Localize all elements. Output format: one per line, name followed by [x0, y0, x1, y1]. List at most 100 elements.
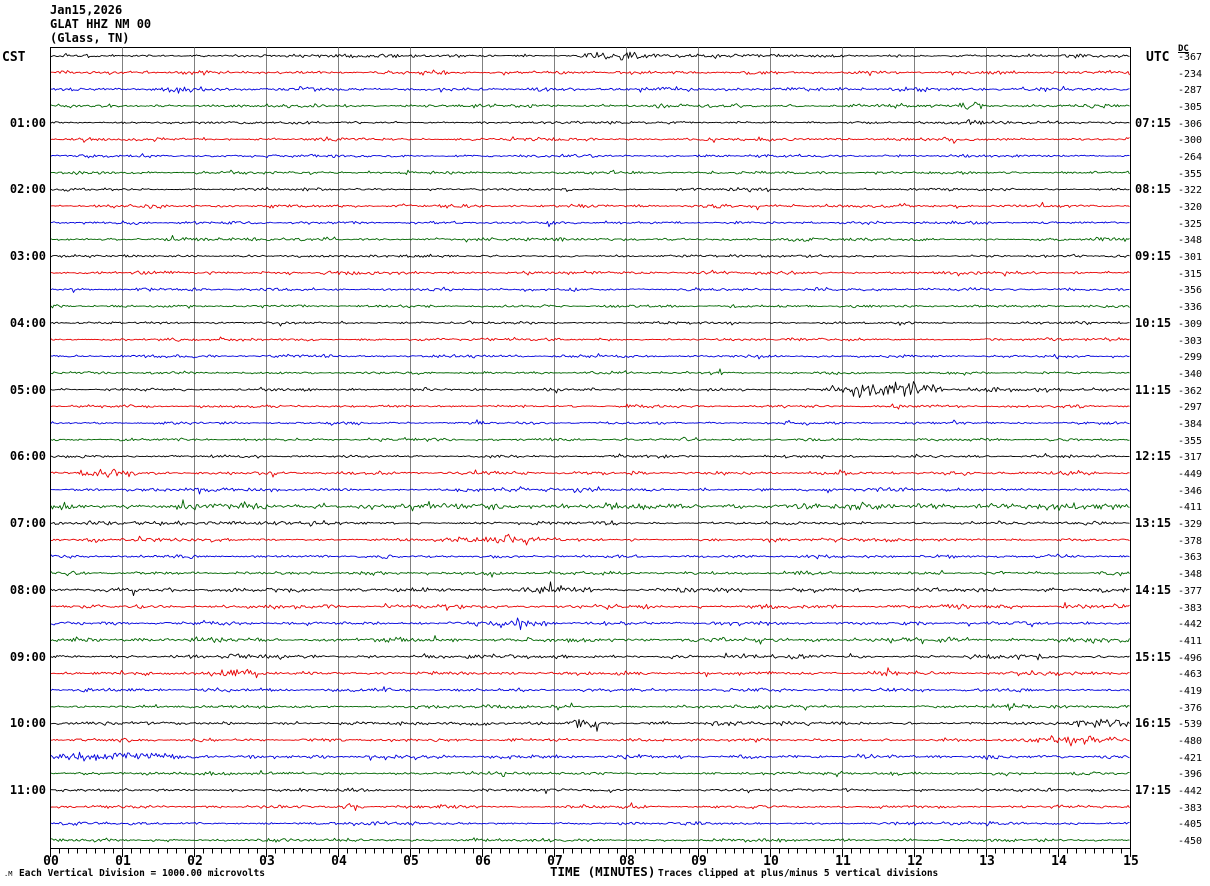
dc-value: -419: [1178, 686, 1203, 697]
dc-value: -315: [1178, 269, 1203, 280]
trace-row: [50, 453, 1130, 459]
trace-row: [50, 718, 1130, 732]
dc-value: -496: [1178, 653, 1203, 664]
header-location: (Glass, TN): [50, 31, 130, 45]
dc-value: -355: [1178, 436, 1203, 447]
trace-row: [50, 201, 1130, 211]
cst-hour-label: 08:00: [9, 583, 46, 597]
x-tick-label: 09: [691, 854, 707, 869]
dc-value: -306: [1178, 119, 1203, 130]
cst-hour-label: 05:00: [9, 383, 46, 397]
utc-hour-label: 09:15: [1135, 249, 1172, 263]
dc-value: -303: [1178, 336, 1203, 347]
trace-row: [50, 269, 1130, 277]
clip-footnote: Traces clipped at plus/minus 5 vertical …: [658, 868, 939, 879]
trace-row: [50, 820, 1130, 827]
x-axis-title: TIME (MINUTES): [550, 864, 656, 879]
trace-row: [50, 69, 1130, 77]
dc-value: -317: [1178, 452, 1203, 463]
dc-value: -463: [1178, 669, 1203, 680]
trace-row: [50, 617, 1130, 631]
trace-row: [50, 486, 1130, 495]
dc-value: -320: [1178, 202, 1203, 213]
dc-value: -348: [1178, 569, 1203, 580]
header-station: GLAT HHZ NM 00: [50, 17, 152, 31]
trace-row: [50, 304, 1130, 309]
dc-value: -421: [1178, 753, 1203, 764]
trace-row: [50, 136, 1130, 144]
dc-value: -480: [1178, 736, 1203, 747]
x-tick-label: 08: [619, 854, 635, 869]
dc-value: -383: [1178, 803, 1203, 814]
dc-value: -450: [1178, 836, 1203, 847]
trace-row: [50, 635, 1130, 645]
dc-value: -376: [1178, 703, 1203, 714]
x-tick-label: 13: [979, 854, 995, 869]
dc-value: -442: [1178, 619, 1203, 630]
dc-value: -363: [1178, 552, 1203, 563]
trace-row: [50, 569, 1130, 578]
utc-hour-label: 15:15: [1135, 650, 1172, 664]
trace-row: [50, 368, 1130, 376]
trace-row: [50, 419, 1130, 426]
x-tick-label: 02: [187, 854, 203, 869]
dc-value: -442: [1178, 786, 1203, 797]
plot-frame: [50, 47, 1131, 849]
dc-value: -336: [1178, 302, 1203, 313]
dc-value: -356: [1178, 285, 1203, 296]
trace-row: [50, 186, 1130, 193]
trace-row: [50, 51, 1130, 61]
cst-hour-label: 03:00: [9, 249, 46, 263]
dc-value: -384: [1178, 419, 1203, 430]
cst-hour-label: 06:00: [9, 449, 46, 463]
x-tick-label: 05: [403, 854, 419, 869]
dc-value: -377: [1178, 586, 1203, 597]
utc-hour-label: 14:15: [1135, 583, 1172, 597]
cst-hour-label: 09:00: [9, 650, 46, 664]
trace-row: [50, 652, 1130, 661]
dc-value: -411: [1178, 502, 1203, 513]
dc-value: -234: [1178, 69, 1203, 80]
trace-row: [50, 119, 1130, 125]
trace-row: [50, 234, 1130, 243]
right-timezone-label: UTC: [1146, 50, 1170, 65]
trace-row: [50, 286, 1130, 293]
trace-row: [50, 602, 1130, 611]
cst-hour-label: 07:00: [9, 516, 46, 530]
utc-hour-label: 11:15: [1135, 383, 1172, 397]
trace-row: [50, 686, 1130, 693]
dc-value: -309: [1178, 319, 1203, 330]
trace-row: [50, 787, 1130, 795]
dc-value: -449: [1178, 469, 1203, 480]
dc-value: -405: [1178, 819, 1203, 830]
utc-hour-label: 08:15: [1135, 182, 1172, 196]
trace-row: [50, 667, 1130, 679]
x-tick-label: 06: [475, 854, 491, 869]
x-tick-label: 00: [43, 854, 59, 869]
utc-hour-label: 07:15: [1135, 116, 1172, 130]
dc-value: -362: [1178, 386, 1203, 397]
cst-hour-label: 04:00: [9, 316, 46, 330]
trace-row: [50, 153, 1130, 159]
dc-value: -299: [1178, 352, 1203, 363]
dc-column-header: DC: [1178, 44, 1189, 54]
utc-hour-label: 17:15: [1135, 783, 1172, 797]
dc-value: -396: [1178, 769, 1203, 780]
trace-row: [50, 320, 1130, 327]
dc-value: -264: [1178, 152, 1203, 163]
x-tick-label: 15: [1123, 854, 1139, 869]
x-tick-label: 10: [763, 854, 779, 869]
trace-row: [50, 101, 1130, 110]
trace-row: [50, 403, 1130, 410]
left-timezone-label: CST: [2, 50, 26, 65]
corner-mark: .M: [4, 870, 13, 878]
trace-row: [50, 353, 1130, 360]
trace-row: [50, 468, 1130, 478]
trace-row: [50, 553, 1130, 560]
dc-value: -300: [1178, 135, 1203, 146]
utc-hour-label: 10:15: [1135, 316, 1172, 330]
cst-hour-label: 10:00: [9, 716, 46, 730]
dc-value: -340: [1178, 369, 1203, 380]
scale-footnote: Each Vertical Division = 1000.00 microvo…: [19, 868, 265, 879]
